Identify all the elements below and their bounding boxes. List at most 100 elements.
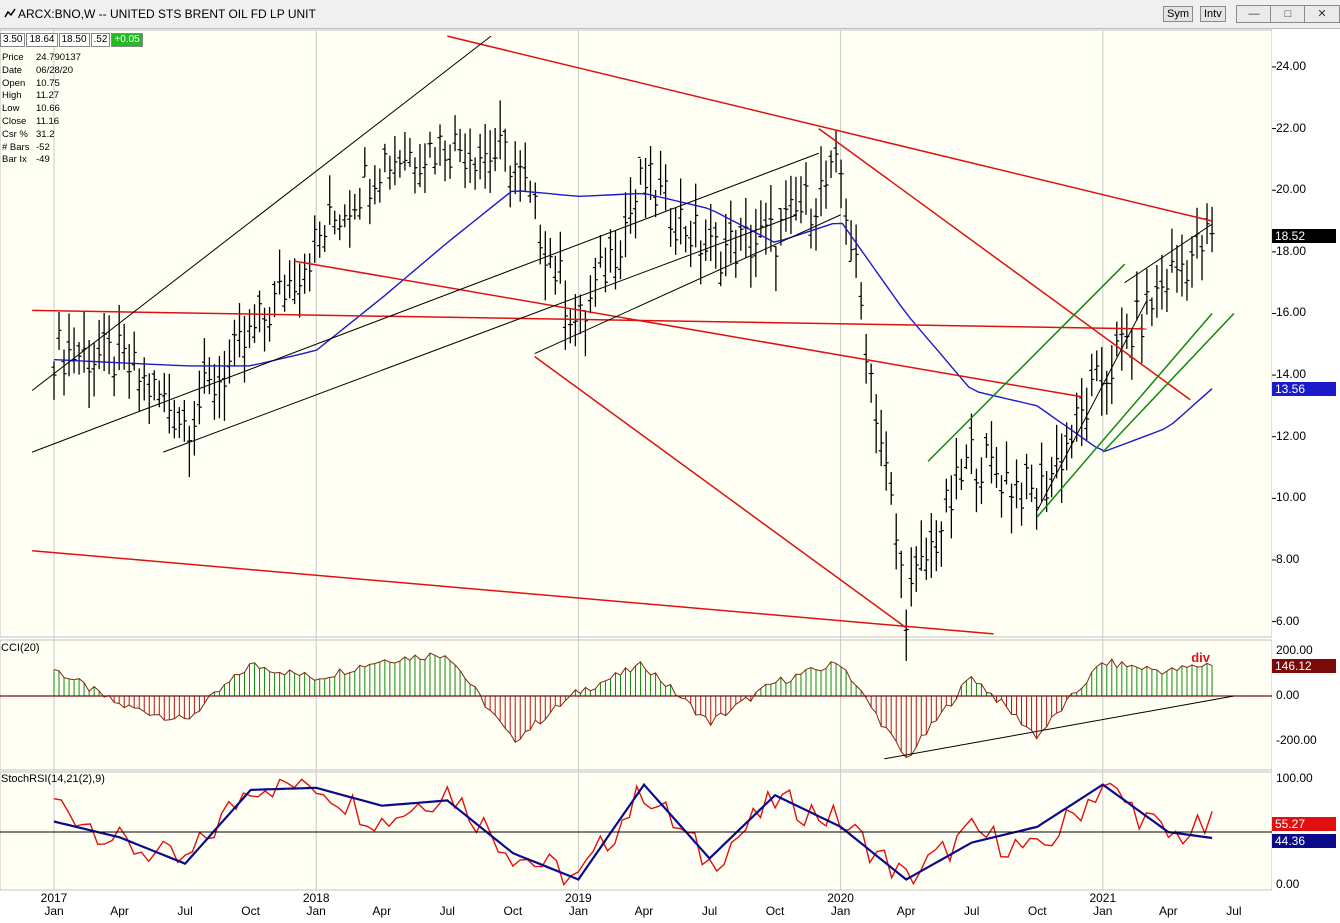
price-bar	[387, 155, 393, 190]
price-bar	[738, 217, 744, 251]
price-tick-label: 20.00	[1276, 182, 1307, 197]
red-decline-line	[534, 356, 907, 629]
price-bar	[161, 372, 167, 413]
interval-button[interactable]: Intv	[1200, 6, 1226, 22]
price-bar	[753, 208, 759, 278]
price-bar	[663, 164, 669, 211]
price-bar	[848, 220, 854, 263]
price-bar	[933, 520, 939, 572]
black-channel-upper	[31, 35, 492, 391]
price-tick-label: 6.00	[1276, 613, 1300, 628]
info-value: 11.27	[36, 90, 60, 102]
price-bar	[708, 203, 714, 262]
price-bar	[522, 142, 528, 191]
green-channel-outer	[1102, 312, 1235, 453]
price-bar	[813, 198, 819, 251]
price-bar	[467, 128, 473, 184]
price-bar	[181, 399, 187, 442]
price-bar	[1089, 353, 1095, 397]
price-bar	[267, 306, 273, 342]
price-bar	[292, 258, 298, 305]
price-bar	[923, 537, 929, 580]
quote-bar: 3.50 18.64 18.50 .52 +0.05	[0, 33, 144, 47]
x-year-label: 2020	[827, 891, 854, 905]
x-month-label: Apr	[372, 904, 392, 918]
y-axis-bg	[1272, 30, 1340, 890]
price-bar	[442, 140, 448, 182]
price-bar	[302, 253, 308, 294]
price-bar	[512, 141, 518, 195]
price-bar	[953, 437, 959, 500]
info-row: Close 11.16	[2, 116, 81, 129]
price-bar	[938, 521, 944, 567]
price-bar	[377, 168, 383, 203]
price-bar	[477, 133, 483, 180]
info-key: Price	[2, 52, 24, 63]
price-bar	[1054, 424, 1060, 479]
price-bar	[282, 274, 288, 312]
price-bar	[402, 132, 408, 171]
price-bar	[357, 187, 363, 220]
cci-divergence-line	[884, 695, 1234, 760]
price-bar	[878, 409, 884, 467]
price-bar	[1174, 244, 1180, 293]
price-bar	[231, 319, 237, 366]
maximize-icon[interactable]: □	[1270, 5, 1306, 23]
price-bar	[943, 478, 949, 513]
price-bar	[1049, 456, 1055, 498]
x-month-label: Jul	[177, 904, 193, 918]
x-month-label: Jan	[830, 904, 851, 918]
green-channel-upper	[927, 263, 1126, 462]
price-bar	[417, 144, 423, 188]
price-bar	[297, 263, 303, 318]
price-bar	[1019, 482, 1025, 526]
price-bar	[257, 290, 263, 333]
price-tick-label: 22.00	[1276, 120, 1307, 135]
price-bar	[337, 214, 343, 241]
info-row: Price 24.790137	[2, 52, 81, 65]
stochrsi-tick-label: 0.00	[1276, 876, 1300, 891]
price-bar	[783, 180, 789, 232]
price-bar	[86, 340, 92, 409]
black-channel-2019	[534, 214, 841, 354]
price-bar	[452, 115, 458, 152]
x-month-label: Jan	[306, 904, 326, 918]
price-bar	[542, 231, 548, 301]
price-bar	[1029, 464, 1035, 502]
price-bar	[372, 165, 378, 205]
price-bar	[858, 282, 864, 320]
cci-histogram	[53, 653, 1213, 758]
price-bar	[206, 357, 212, 395]
price-bar	[698, 240, 704, 285]
cci-panel-bg	[0, 639, 1273, 771]
price-bar	[863, 333, 869, 384]
price-bar	[653, 189, 659, 218]
price-bar	[673, 208, 679, 255]
price-bar	[592, 257, 598, 307]
price-bar	[1084, 387, 1090, 441]
window-title: ARCX:BNO,W -- UNITED STS BRENT OIL FD LP…	[18, 7, 316, 21]
price-bar	[983, 433, 989, 458]
price-bar	[963, 444, 969, 470]
price-bar	[537, 224, 543, 265]
green-channel-lower	[1036, 312, 1213, 518]
price-bar	[948, 475, 954, 539]
price-bar	[683, 225, 689, 253]
info-value: 11.16	[36, 115, 60, 127]
price-bar	[973, 468, 979, 513]
price-bar	[287, 260, 293, 299]
stochrsi-d-tag: 44.36	[1272, 833, 1336, 848]
info-key: # Bars	[2, 141, 30, 153]
quote-last: .52	[90, 33, 111, 47]
price-bar	[838, 159, 844, 209]
price-tick-label: 18.00	[1276, 243, 1307, 258]
x-month-label: Apr	[896, 904, 916, 918]
info-row: Bar Ix -49	[2, 154, 81, 167]
price-bar	[186, 425, 192, 478]
symbol-button[interactable]: Sym	[1163, 6, 1193, 22]
price-bar	[1134, 271, 1140, 321]
x-month-label: Oct	[241, 904, 260, 918]
close-icon[interactable]: ✕	[1304, 5, 1340, 23]
black-wedge-upper	[1124, 223, 1213, 284]
minimize-icon[interactable]: —	[1236, 5, 1272, 23]
